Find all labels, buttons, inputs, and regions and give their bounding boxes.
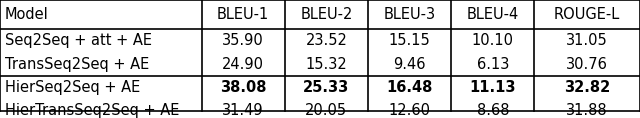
Text: 11.13: 11.13 (470, 80, 516, 95)
Text: Seq2Seq + att + AE: Seq2Seq + att + AE (5, 33, 152, 48)
Text: 31.49: 31.49 (222, 103, 264, 118)
Text: 20.05: 20.05 (305, 103, 348, 118)
Text: 15.15: 15.15 (388, 33, 431, 48)
Text: 8.68: 8.68 (477, 103, 509, 118)
Text: 9.46: 9.46 (394, 57, 426, 72)
Text: BLEU-2: BLEU-2 (300, 7, 353, 22)
Text: HierSeq2Seq + AE: HierSeq2Seq + AE (5, 80, 140, 95)
Text: 12.60: 12.60 (388, 103, 431, 118)
Text: 23.52: 23.52 (305, 33, 348, 48)
Text: 15.32: 15.32 (305, 57, 348, 72)
Text: 10.10: 10.10 (472, 33, 514, 48)
Text: 30.76: 30.76 (566, 57, 608, 72)
Text: 35.90: 35.90 (222, 33, 264, 48)
Text: HierTransSeq2Seq + AE: HierTransSeq2Seq + AE (5, 103, 179, 118)
Text: 38.08: 38.08 (220, 80, 266, 95)
Text: 24.90: 24.90 (222, 57, 264, 72)
Text: 25.33: 25.33 (303, 80, 349, 95)
Text: BLEU-1: BLEU-1 (217, 7, 269, 22)
Text: BLEU-4: BLEU-4 (467, 7, 519, 22)
Text: 16.48: 16.48 (387, 80, 433, 95)
Text: BLEU-3: BLEU-3 (383, 7, 436, 22)
Text: ROUGE-L: ROUGE-L (554, 7, 620, 22)
Text: 32.82: 32.82 (564, 80, 611, 95)
Text: 6.13: 6.13 (477, 57, 509, 72)
Text: 31.88: 31.88 (566, 103, 608, 118)
Text: Model: Model (5, 7, 49, 22)
Text: 31.05: 31.05 (566, 33, 608, 48)
Text: TransSeq2Seq + AE: TransSeq2Seq + AE (5, 57, 149, 72)
